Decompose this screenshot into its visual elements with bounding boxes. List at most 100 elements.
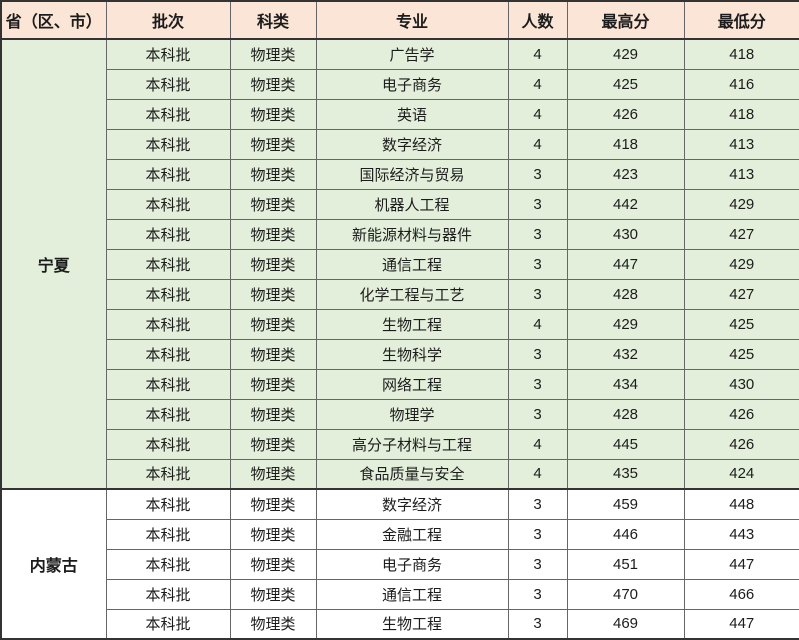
batch-cell: 本科批: [105, 548, 231, 580]
table-row: 内蒙古 本科批 物理类 数字经济 3 459 448: [0, 488, 799, 640]
min-score-cell: 447: [683, 548, 799, 580]
category-cell: 物理类: [229, 128, 317, 160]
batch-cell: 本科批: [105, 278, 231, 310]
count-cell: 3: [507, 158, 568, 190]
major-cell: 电子商务: [315, 68, 509, 100]
count-cell: 3: [507, 188, 568, 220]
category-cell: 物理类: [229, 278, 317, 310]
major-cell: 物理学: [315, 398, 509, 430]
batch-cell: 本科批: [105, 308, 231, 340]
major-cell: 生物工程: [315, 608, 509, 640]
category-cell: 物理类: [229, 68, 317, 100]
max-score-cell: 429: [566, 38, 685, 70]
table-row: 本科批 物理类 电子商务 3 451 447: [1, 548, 799, 580]
category-cell: 物理类: [229, 308, 317, 340]
max-score-cell: 451: [566, 548, 685, 580]
category-cell: 物理类: [229, 218, 317, 250]
count-cell: 3: [507, 278, 568, 310]
count-cell: 3: [507, 368, 568, 400]
min-score-cell: 418: [683, 98, 799, 130]
count-cell: 3: [507, 338, 568, 370]
batch-cell: 本科批: [105, 518, 231, 550]
category-cell: 物理类: [229, 608, 317, 640]
count-cell: 3: [507, 218, 568, 250]
table-row: 本科批 物理类 通信工程 3 470 466: [1, 578, 799, 610]
header-cell-province: 省（区、市）: [0, 0, 107, 40]
header-cell-category: 科类: [229, 0, 317, 40]
count-cell: 4: [507, 308, 568, 340]
max-score-cell: 423: [566, 158, 685, 190]
table-row: 本科批 物理类 新能源材料与器件 3 430 427: [1, 218, 799, 250]
max-score-cell: 430: [566, 218, 685, 250]
category-cell: 物理类: [229, 398, 317, 430]
header-cell-count: 人数: [507, 0, 568, 40]
header-cell-batch: 批次: [105, 0, 231, 40]
batch-cell: 本科批: [105, 218, 231, 250]
max-score-cell: 426: [566, 98, 685, 130]
table-row: 本科批 物理类 生物工程 3 469 447: [1, 608, 799, 640]
max-score-cell: 428: [566, 278, 685, 310]
batch-cell: 本科批: [105, 38, 231, 70]
major-cell: 金融工程: [315, 518, 509, 550]
province-cell: 宁夏: [0, 38, 107, 490]
table-row: 本科批 物理类 生物科学 3 432 425: [1, 338, 799, 370]
batch-cell: 本科批: [105, 98, 231, 130]
count-cell: 3: [507, 248, 568, 280]
table-row: 本科批 物理类 物理学 3 428 426: [1, 398, 799, 430]
major-cell: 英语: [315, 98, 509, 130]
table-row: 本科批 物理类 食品质量与安全 4 435 424: [1, 458, 799, 490]
category-cell: 物理类: [229, 368, 317, 400]
min-score-cell: 425: [683, 308, 799, 340]
batch-cell: 本科批: [105, 488, 231, 520]
table-row: 本科批 物理类 网络工程 3 434 430: [1, 368, 799, 400]
table-row: 本科批 物理类 电子商务 4 425 416: [1, 68, 799, 100]
min-score-cell: 413: [683, 158, 799, 190]
table-row: 本科批 物理类 机器人工程 3 442 429: [1, 188, 799, 220]
category-cell: 物理类: [229, 488, 317, 520]
batch-cell: 本科批: [105, 68, 231, 100]
major-cell: 生物科学: [315, 338, 509, 370]
table-row: 宁夏 本科批 物理类 广告学 4 429 418: [0, 38, 799, 490]
max-score-cell: 434: [566, 368, 685, 400]
batch-cell: 本科批: [105, 458, 231, 490]
max-score-cell: 445: [566, 428, 685, 460]
max-score-cell: 446: [566, 518, 685, 550]
min-score-cell: 448: [683, 488, 799, 520]
category-cell: 物理类: [229, 248, 317, 280]
batch-cell: 本科批: [105, 368, 231, 400]
max-score-cell: 459: [566, 488, 685, 520]
major-cell: 高分子材料与工程: [315, 428, 509, 460]
major-cell: 机器人工程: [315, 188, 509, 220]
category-cell: 物理类: [229, 548, 317, 580]
major-cell: 新能源材料与器件: [315, 218, 509, 250]
major-cell: 数字经济: [315, 488, 509, 520]
category-cell: 物理类: [229, 338, 317, 370]
batch-cell: 本科批: [105, 398, 231, 430]
major-cell: 食品质量与安全: [315, 458, 509, 490]
min-score-cell: 427: [683, 278, 799, 310]
min-score-cell: 427: [683, 218, 799, 250]
count-cell: 3: [507, 578, 568, 610]
min-score-cell: 424: [683, 458, 799, 490]
min-score-cell: 413: [683, 128, 799, 160]
category-cell: 物理类: [229, 458, 317, 490]
header-cell-min-score: 最低分: [683, 0, 799, 40]
max-score-cell: 470: [566, 578, 685, 610]
batch-cell: 本科批: [105, 428, 231, 460]
category-cell: 物理类: [229, 38, 317, 70]
category-cell: 物理类: [229, 158, 317, 190]
batch-cell: 本科批: [105, 338, 231, 370]
table-row: 本科批 物理类 高分子材料与工程 4 445 426: [1, 428, 799, 460]
min-score-cell: 429: [683, 248, 799, 280]
major-cell: 通信工程: [315, 248, 509, 280]
min-score-cell: 416: [683, 68, 799, 100]
count-cell: 4: [507, 68, 568, 100]
major-cell: 化学工程与工艺: [315, 278, 509, 310]
count-cell: 4: [507, 428, 568, 460]
count-cell: 3: [507, 398, 568, 430]
min-score-cell: 429: [683, 188, 799, 220]
table-row: 本科批 物理类 化学工程与工艺 3 428 427: [1, 278, 799, 310]
batch-cell: 本科批: [105, 158, 231, 190]
category-cell: 物理类: [229, 578, 317, 610]
